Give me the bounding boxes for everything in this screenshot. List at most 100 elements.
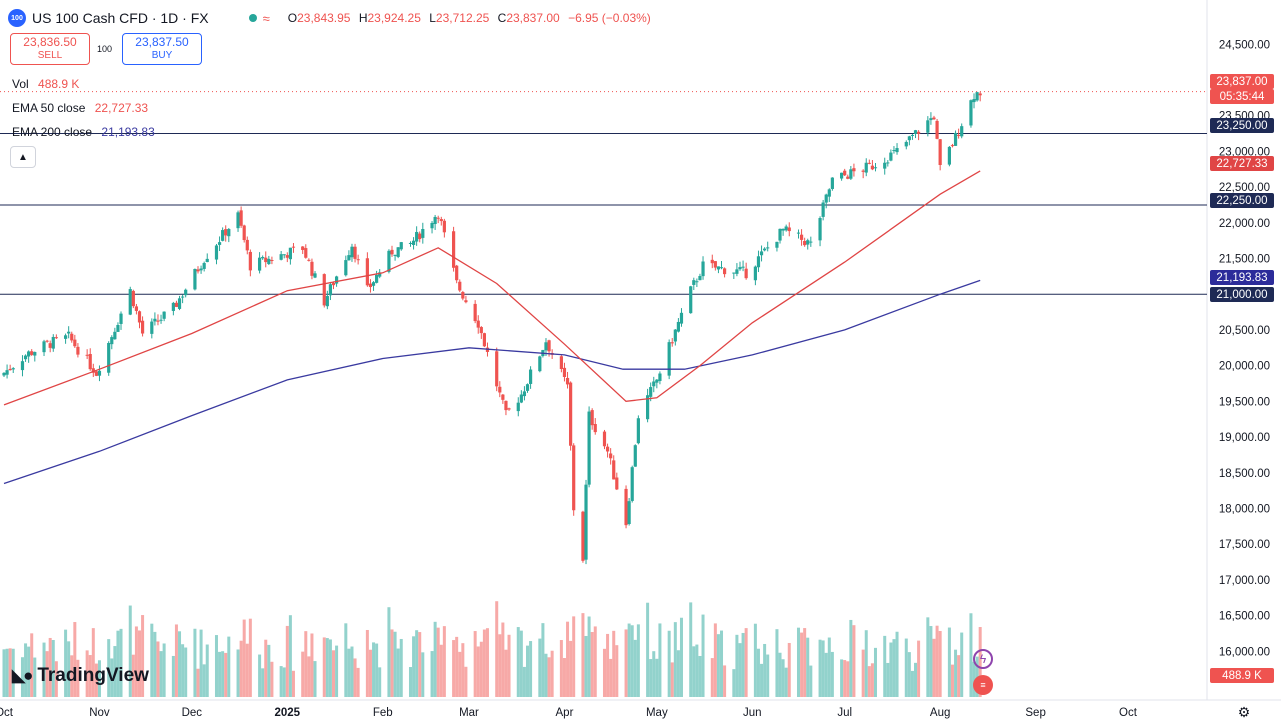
candle-body: [48, 343, 52, 348]
candle-body: [91, 368, 95, 373]
volume-tag: 488.9 K: [1210, 668, 1274, 683]
volume-bar: [667, 630, 671, 697]
sell-button[interactable]: 23,836.50 SELL: [10, 33, 90, 65]
candle-body: [51, 336, 55, 349]
candle-body: [840, 172, 844, 179]
candle-body: [70, 333, 74, 341]
volume-bar: [689, 602, 693, 697]
volume-bar: [279, 666, 283, 697]
volume-bar: [396, 648, 400, 697]
volume-bar: [593, 626, 597, 697]
volume-bar: [347, 648, 351, 697]
candle-body: [2, 372, 6, 376]
volume-bar: [947, 627, 951, 697]
candle-body: [116, 324, 120, 332]
candle-body: [698, 276, 702, 281]
candle-body: [849, 169, 853, 179]
countdown-tag: 05:35:44: [1210, 89, 1274, 104]
volume-bar: [199, 629, 203, 697]
candle-body: [140, 320, 145, 334]
sell-price: 23,836.50: [23, 35, 77, 49]
volume-bar: [270, 661, 274, 697]
x-tick-label: Mar: [459, 707, 479, 719]
volume-bar: [907, 652, 911, 697]
candle-body: [778, 228, 782, 241]
volume-bar: [821, 640, 825, 697]
legend-ema200[interactable]: EMA 200 close 21,193.83: [12, 125, 155, 139]
candle-body: [347, 255, 351, 261]
symbol-logo[interactable]: 100: [8, 9, 26, 27]
volume-bar: [439, 644, 443, 697]
candle-body: [910, 134, 915, 136]
candle-body: [904, 141, 908, 147]
settings-gear-icon[interactable]: ⚙: [1237, 703, 1251, 720]
level-tag-22250: 22,250.00: [1210, 193, 1274, 208]
volume-bar: [97, 660, 101, 697]
volume-bar: [193, 628, 197, 697]
x-tick-label: Oct: [0, 707, 14, 719]
volume-bar: [698, 655, 702, 697]
candle-body: [371, 282, 376, 286]
volume-bar: [461, 643, 465, 697]
volume-bar: [88, 655, 92, 697]
y-tick-label: 22,500.00: [1219, 182, 1270, 194]
price-change: −6.95 (−0.03%): [568, 11, 651, 25]
tradingview-logo[interactable]: ◣● TradingView: [12, 665, 149, 686]
volume-bar: [569, 640, 573, 697]
candle-body: [809, 241, 813, 243]
candle-body: [461, 292, 465, 299]
volume-bar: [526, 645, 530, 697]
volume-bar: [572, 616, 576, 697]
volume-bar: [159, 651, 163, 697]
candle-body: [421, 229, 425, 238]
candle-body: [658, 373, 662, 381]
volume-bar: [529, 641, 533, 697]
candle-body: [368, 283, 373, 288]
volume-bar: [224, 652, 228, 697]
y-tick-label: 17,000.00: [1219, 575, 1270, 587]
candle-body: [199, 268, 203, 271]
volume-bar: [803, 628, 807, 697]
volume-bar: [775, 629, 779, 697]
volume-bar: [649, 659, 653, 697]
volume-bar: [184, 647, 188, 697]
data-wave-icon[interactable]: ≈: [262, 10, 270, 26]
volume-bar: [119, 628, 123, 697]
volume-bar: [627, 623, 631, 697]
candle-body: [861, 170, 865, 172]
candle-body: [738, 267, 742, 270]
buy-button[interactable]: 23,837.50 BUY: [122, 33, 202, 65]
legend-volume[interactable]: Vol 488.9 K: [12, 77, 80, 91]
level-tag-23250: 23,250.00: [1210, 118, 1274, 133]
candle-body: [969, 100, 973, 126]
candle-body: [587, 411, 591, 485]
volume-bar: [636, 624, 640, 697]
volume-bar: [350, 646, 354, 697]
legend-ema50[interactable]: EMA 50 close 22,727.33: [12, 101, 149, 115]
us-flag-icon[interactable]: ≡: [973, 675, 993, 695]
candle-body: [796, 232, 801, 234]
collapse-legend-icon[interactable]: ▲: [10, 146, 36, 168]
candle-body: [741, 266, 745, 268]
volume-bar: [94, 663, 98, 697]
volume-bar: [113, 646, 117, 697]
candle-body: [239, 210, 243, 226]
volume-bar: [723, 665, 727, 697]
candle-body: [916, 131, 921, 134]
candle-body: [353, 246, 357, 259]
candle-body: [436, 217, 440, 219]
candle-body: [279, 254, 283, 260]
volume-bar: [24, 643, 28, 697]
spread-value: 100: [97, 44, 113, 54]
candle-body: [63, 335, 68, 339]
volume-bar: [205, 644, 209, 697]
volume-bar: [914, 662, 918, 697]
lightning-icon[interactable]: ϟ: [973, 649, 993, 669]
candle-body: [418, 233, 422, 240]
volume-bar: [285, 625, 289, 697]
volume-bar: [827, 637, 831, 697]
symbol-title[interactable]: US 100 Cash CFD · 1D · FX: [32, 10, 209, 26]
volume-bar: [938, 630, 942, 697]
volume-bar: [67, 641, 71, 697]
